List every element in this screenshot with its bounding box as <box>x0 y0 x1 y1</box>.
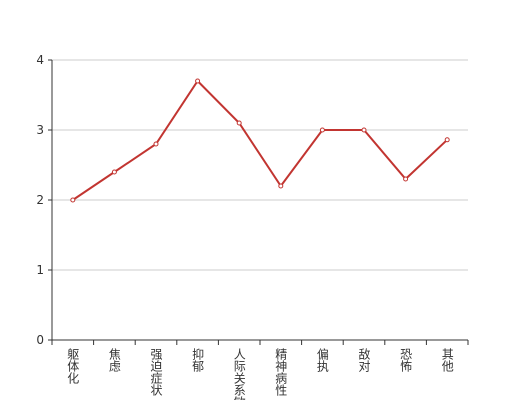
x-tick-label: 其他 <box>440 348 454 372</box>
point <box>444 137 450 143</box>
point <box>319 127 325 133</box>
point <box>70 197 76 203</box>
x-tick-label: 焦虑 <box>107 348 121 372</box>
point <box>153 141 159 147</box>
y-tick-label: 0 <box>36 333 44 347</box>
x-tick-label: 强迫症状 <box>149 348 163 396</box>
point <box>111 169 117 175</box>
point <box>361 127 367 133</box>
x-tick-label: 抑郁 <box>191 347 205 373</box>
x-tick-label: 躯体化 <box>66 347 80 385</box>
x-tick-label: 敌对 <box>357 347 371 372</box>
point <box>195 78 201 84</box>
y-tick-label: 3 <box>36 123 44 137</box>
point <box>278 183 284 189</box>
point <box>236 120 242 126</box>
line <box>72 79 448 201</box>
x-tick-label: 偏执 <box>315 347 329 373</box>
y-tick-label: 4 <box>36 53 44 67</box>
y-tick-label: 1 <box>36 263 44 277</box>
x-tick-label: 恐怖 <box>399 348 413 372</box>
point <box>403 176 409 182</box>
x-tick-label: 人际关系敏感 <box>232 348 246 400</box>
x-tick-label: 精神病性 <box>274 348 288 397</box>
y-tick-label: 2 <box>36 193 44 207</box>
